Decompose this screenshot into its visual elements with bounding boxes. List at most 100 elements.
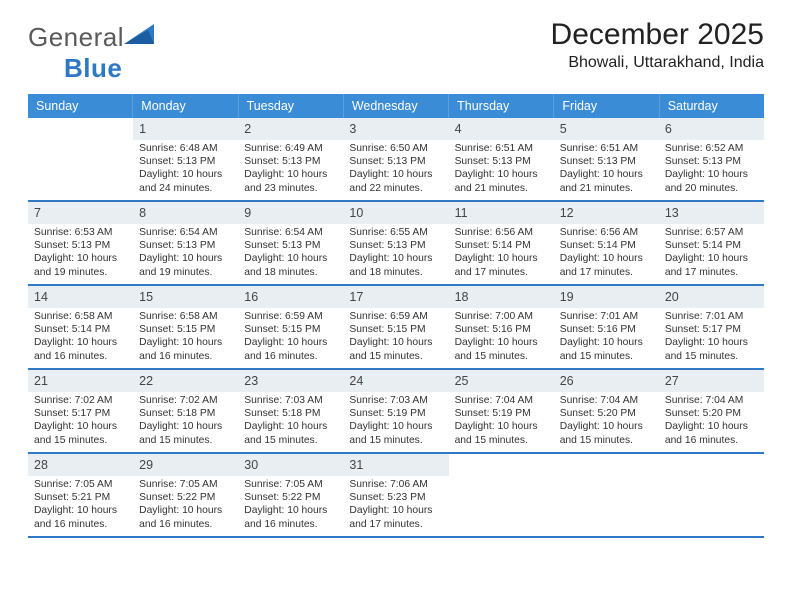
sunset-value: 5:15 PM bbox=[387, 324, 425, 335]
day-details: Sunrise: 7:01 AMSunset: 5:16 PMDaylight:… bbox=[554, 308, 659, 367]
sunrise-line: Sunrise: 7:01 AM bbox=[665, 310, 758, 323]
weekday-header: Sunday bbox=[28, 94, 133, 118]
sunrise-line: Sunrise: 6:58 AM bbox=[139, 310, 232, 323]
day-cell: 27Sunrise: 7:04 AMSunset: 5:20 PMDayligh… bbox=[659, 370, 764, 452]
day-cell: 12 Sunrise: 6:56 AMSunset: 5:14 PMDayligh… bbox=[554, 202, 659, 284]
day-details: Sunrise: 6:55 AMSunset: 5:13 PMDaylight:… bbox=[343, 224, 448, 283]
daylight-line: Daylight: 10 hours and 16 minutes. bbox=[665, 420, 758, 446]
day-number: 23 bbox=[244, 374, 258, 388]
week-row: 14Sunrise: 6:58 AMSunset: 5:14 PMDayligh… bbox=[28, 286, 764, 370]
day-cell: 25Sunrise: 7:04 AMSunset: 5:19 PMDayligh… bbox=[449, 370, 554, 452]
sunset-value: 5:13 PM bbox=[387, 156, 425, 167]
sunset-line: Sunset: 5:22 PM bbox=[139, 491, 232, 504]
daylight-line: Daylight: 10 hours and 18 minutes. bbox=[244, 252, 337, 278]
sunset-line: Sunset: 5:13 PM bbox=[349, 239, 442, 252]
day-number: 11 bbox=[455, 206, 468, 220]
day-number: 13 bbox=[665, 206, 679, 220]
day-number: 9 bbox=[244, 206, 251, 220]
sunrise-line: Sunrise: 6:53 AM bbox=[34, 226, 127, 239]
day-cell bbox=[449, 454, 554, 536]
day-number: 17 bbox=[349, 290, 363, 304]
sunrise-value: 7:03 AM bbox=[390, 395, 428, 406]
day-cell: 11 Sunrise: 6:56 AMSunset: 5:14 PMDayligh… bbox=[449, 202, 554, 284]
day-details: Sunrise: 6:58 AMSunset: 5:15 PMDaylight:… bbox=[133, 308, 238, 367]
day-details: Sunrise: 6:56 AMSunset: 5:14 PMDaylight:… bbox=[449, 224, 554, 283]
logo-triangle-icon bbox=[124, 22, 154, 46]
day-number: 12 bbox=[560, 206, 574, 220]
weekday-header: Tuesday bbox=[239, 94, 344, 118]
day-number: 14 bbox=[34, 290, 48, 304]
sunrise-value: 6:59 AM bbox=[390, 311, 428, 322]
sunset-line: Sunset: 5:18 PM bbox=[139, 407, 232, 420]
daylight-line: Daylight: 10 hours and 17 minutes. bbox=[560, 252, 653, 278]
sunrise-value: 6:55 AM bbox=[390, 227, 428, 238]
sunrise-line: Sunrise: 6:59 AM bbox=[349, 310, 442, 323]
sunrise-value: 6:53 AM bbox=[75, 227, 113, 238]
day-cell: 20Sunrise: 7:01 AMSunset: 5:17 PMDayligh… bbox=[659, 286, 764, 368]
month-title: December 2025 bbox=[551, 18, 764, 52]
daylight-line: Daylight: 10 hours and 15 minutes. bbox=[34, 420, 127, 446]
location: Bhowali, Uttarakhand, India bbox=[551, 54, 764, 72]
day-number: 24 bbox=[349, 374, 363, 388]
day-number-bar: 29 bbox=[133, 454, 238, 476]
day-cell bbox=[659, 454, 764, 536]
day-number: 10 bbox=[349, 206, 363, 220]
sunrise-line: Sunrise: 6:56 AM bbox=[560, 226, 653, 239]
sunrise-line: Sunrise: 7:01 AM bbox=[560, 310, 653, 323]
day-details: Sunrise: 6:56 AMSunset: 5:14 PMDaylight:… bbox=[554, 224, 659, 283]
day-details: Sunrise: 7:04 AMSunset: 5:20 PMDaylight:… bbox=[554, 392, 659, 451]
sunrise-value: 7:05 AM bbox=[75, 479, 113, 490]
day-cell: 26Sunrise: 7:04 AMSunset: 5:20 PMDayligh… bbox=[554, 370, 659, 452]
day-number: 18 bbox=[455, 290, 469, 304]
daylight-line: Daylight: 10 hours and 18 minutes. bbox=[349, 252, 442, 278]
daylight-line: Daylight: 10 hours and 15 minutes. bbox=[665, 336, 758, 362]
sunset-value: 5:22 PM bbox=[177, 492, 215, 503]
sunset-line: Sunset: 5:16 PM bbox=[560, 323, 653, 336]
day-cell: 10 Sunrise: 6:55 AMSunset: 5:13 PMDayligh… bbox=[343, 202, 448, 284]
sunrise-value: 6:56 AM bbox=[600, 227, 638, 238]
day-number-bar: 24 bbox=[343, 370, 448, 392]
day-details: Sunrise: 6:59 AMSunset: 5:15 PMDaylight:… bbox=[343, 308, 448, 367]
day-number-bar: 17 bbox=[343, 286, 448, 308]
sunset-line: Sunset: 5:13 PM bbox=[139, 239, 232, 252]
day-details: Sunrise: 6:59 AMSunset: 5:15 PMDaylight:… bbox=[238, 308, 343, 367]
day-number-bar: 16 bbox=[238, 286, 343, 308]
day-cell: 22Sunrise: 7:02 AMSunset: 5:18 PMDayligh… bbox=[133, 370, 238, 452]
sunset-value: 5:19 PM bbox=[387, 408, 425, 419]
daylight-line: Daylight: 10 hours and 21 minutes. bbox=[560, 168, 653, 194]
sunset-line: Sunset: 5:19 PM bbox=[455, 407, 548, 420]
logo-text: General Blue bbox=[28, 22, 154, 84]
day-details: Sunrise: 6:53 AMSunset: 5:13 PMDaylight:… bbox=[28, 224, 133, 283]
day-number: 5 bbox=[560, 122, 567, 136]
day-details: Sunrise: 6:52 AMSunset: 5:13 PMDaylight:… bbox=[659, 140, 764, 199]
daylight-line: Daylight: 10 hours and 15 minutes. bbox=[139, 420, 232, 446]
day-number-bar: 14 bbox=[28, 286, 133, 308]
logo: General Blue bbox=[28, 18, 154, 84]
sunrise-line: Sunrise: 6:54 AM bbox=[139, 226, 232, 239]
day-number-bar: 6 bbox=[659, 118, 764, 140]
sunset-value: 5:13 PM bbox=[387, 240, 425, 251]
sunset-line: Sunset: 5:17 PM bbox=[665, 323, 758, 336]
day-details: Sunrise: 7:05 AMSunset: 5:22 PMDaylight:… bbox=[133, 476, 238, 535]
day-number-bar: 7 bbox=[28, 202, 133, 224]
sunset-value: 5:13 PM bbox=[598, 156, 636, 167]
daylight-line: Daylight: 10 hours and 15 minutes. bbox=[455, 420, 548, 446]
day-cell: 7Sunrise: 6:53 AMSunset: 5:13 PMDaylight… bbox=[28, 202, 133, 284]
day-cell bbox=[554, 454, 659, 536]
day-number: 30 bbox=[244, 458, 258, 472]
sunset-value: 5:16 PM bbox=[598, 324, 636, 335]
daylight-line: Daylight: 10 hours and 15 minutes. bbox=[560, 420, 653, 446]
sunset-value: 5:17 PM bbox=[703, 324, 741, 335]
daylight-line: Daylight: 10 hours and 17 minutes. bbox=[349, 504, 442, 530]
sunrise-line: Sunrise: 7:02 AM bbox=[34, 394, 127, 407]
logo-word1: General bbox=[28, 22, 124, 52]
week-row: 1Sunrise: 6:48 AMSunset: 5:13 PMDaylight… bbox=[28, 118, 764, 202]
sunset-value: 5:13 PM bbox=[703, 156, 741, 167]
sunset-value: 5:14 PM bbox=[598, 240, 636, 251]
sunset-value: 5:13 PM bbox=[492, 156, 530, 167]
daylight-line: Daylight: 10 hours and 15 minutes. bbox=[349, 420, 442, 446]
sunset-line: Sunset: 5:18 PM bbox=[244, 407, 337, 420]
day-details: Sunrise: 6:49 AMSunset: 5:13 PMDaylight:… bbox=[238, 140, 343, 199]
sunset-line: Sunset: 5:21 PM bbox=[34, 491, 127, 504]
day-number: 31 bbox=[349, 458, 363, 472]
